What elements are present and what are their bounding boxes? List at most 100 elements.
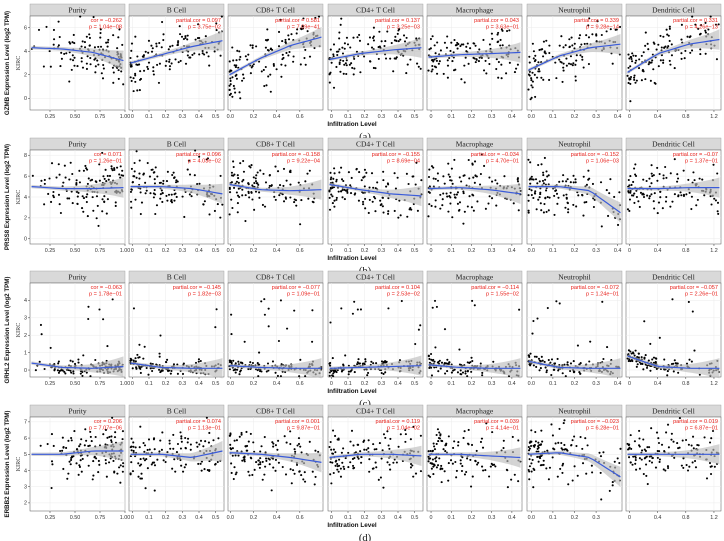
data-point	[427, 190, 430, 194]
data-point	[710, 203, 713, 206]
data-point	[231, 206, 234, 210]
data-point	[671, 200, 674, 203]
data-point	[412, 425, 415, 428]
data-point	[228, 434, 232, 437]
data-point	[691, 49, 694, 52]
x-tick-label: 0.4	[195, 248, 203, 254]
data-point	[159, 370, 162, 373]
data-point	[159, 193, 162, 196]
data-point	[138, 159, 141, 162]
p-number: 2.53e−02	[397, 292, 421, 298]
stat-value: 0.074	[207, 419, 221, 425]
data-point	[139, 371, 142, 375]
correlation-stat: partial.cor = 0.581	[275, 18, 320, 24]
stat-label: partial.cor	[474, 18, 499, 24]
x-tick-label: 0.2	[571, 248, 579, 254]
data-point	[180, 435, 183, 438]
p-prefix: p =	[486, 159, 496, 165]
data-point	[680, 464, 683, 467]
data-point	[340, 166, 343, 169]
data-point	[164, 460, 167, 464]
data-point	[284, 38, 287, 41]
data-point	[386, 430, 389, 433]
data-point	[170, 369, 173, 373]
data-point	[250, 164, 253, 167]
data-point	[374, 67, 377, 70]
data-point	[103, 200, 106, 203]
data-point	[92, 15, 95, 19]
data-point	[455, 476, 458, 479]
data-point	[608, 489, 611, 492]
data-point	[138, 356, 141, 359]
y-tick-label: 4	[24, 298, 27, 304]
data-point	[638, 457, 641, 460]
data-point	[65, 446, 68, 450]
data-point	[76, 195, 79, 198]
data-point	[353, 466, 356, 469]
data-point	[475, 449, 478, 452]
data-point	[490, 32, 493, 35]
data-point	[339, 475, 343, 478]
data-point	[97, 459, 100, 463]
p-value: p = 3.63e−01	[486, 25, 519, 31]
data-point	[253, 208, 256, 211]
data-point	[113, 436, 117, 439]
data-point	[463, 64, 466, 67]
x-tick-label: 0.5	[411, 248, 419, 254]
data-point	[688, 358, 691, 361]
data-point	[70, 437, 73, 440]
data-point	[182, 470, 185, 473]
data-point	[96, 59, 99, 62]
data-point	[261, 203, 264, 207]
data-point	[350, 62, 353, 65]
cancer-label: KIRC	[15, 457, 22, 472]
data-point	[152, 73, 155, 76]
data-point	[476, 200, 479, 203]
x-tick-label: 0.25	[45, 381, 56, 387]
data-point	[330, 193, 333, 196]
data-point	[637, 67, 641, 70]
data-point	[372, 66, 375, 70]
data-point	[670, 54, 673, 57]
x-tick-label: 0.1	[448, 248, 456, 254]
data-point	[62, 467, 65, 470]
stat-equals: =	[697, 152, 703, 158]
data-point	[640, 54, 643, 57]
data-point	[470, 370, 473, 373]
data-point	[287, 34, 290, 37]
data-point	[194, 361, 198, 364]
data-point	[393, 209, 396, 212]
data-point	[556, 357, 559, 361]
data-point	[469, 458, 472, 461]
data-point	[282, 167, 286, 170]
data-point	[184, 36, 187, 40]
data-point	[247, 470, 250, 473]
data-point	[470, 356, 473, 359]
p-prefix: p =	[486, 292, 496, 298]
data-point	[332, 53, 335, 56]
data-point	[536, 317, 539, 320]
data-point	[169, 372, 172, 375]
data-point	[72, 455, 75, 458]
data-point	[49, 346, 52, 349]
correlation-stat: partial.cor = 0.097	[176, 18, 221, 24]
data-point	[336, 463, 339, 466]
data-point	[530, 77, 533, 80]
data-point	[480, 56, 483, 59]
data-point	[536, 182, 539, 185]
data-point	[629, 175, 632, 178]
stat-equals: =	[698, 18, 704, 24]
data-point	[379, 199, 382, 202]
p-number: 2.26e−01	[695, 292, 719, 298]
data-point	[248, 196, 251, 199]
data-point	[562, 69, 565, 72]
data-point	[561, 180, 564, 183]
data-point	[518, 308, 521, 311]
data-point	[73, 362, 77, 366]
data-point	[173, 458, 176, 461]
data-point	[375, 362, 378, 365]
x-tick-label: 0.1	[344, 114, 352, 120]
data-point	[642, 195, 646, 199]
data-point	[436, 72, 439, 75]
